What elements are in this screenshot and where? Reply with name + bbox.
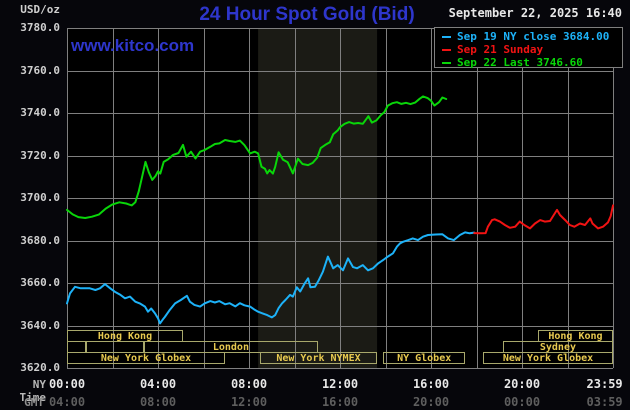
gmt-axis-label: GMT	[24, 396, 44, 409]
y-tick-label: 3760.0	[20, 63, 60, 77]
legend-item-sep-22: Sep 22 Last 3746.60	[442, 56, 622, 69]
x-tick-ny-label: 12:00	[321, 377, 359, 391]
legend-swatch-icon	[442, 62, 451, 64]
x-tick-gmt-label: 03:59	[586, 395, 623, 409]
x-tick-ny-label: 20:00	[503, 377, 541, 391]
y-tick-label: 3700.0	[20, 191, 60, 204]
legend-swatch-icon	[442, 49, 451, 51]
y-tick-label: 3740.0	[20, 106, 60, 119]
y-tick-label: 3620.0	[20, 361, 60, 374]
session-box-new-york-globex: New York Globex	[483, 352, 613, 364]
session-box-london: London	[143, 341, 318, 353]
x-tick-ny-label: 00:00	[48, 377, 86, 391]
x-tick-gmt-label: 04:00	[48, 395, 86, 409]
x-tick-gmt-label: 00:00	[503, 395, 541, 409]
legend-label: Sep 21 Sunday	[457, 43, 544, 56]
legend-item-sep-21: Sep 21 Sunday	[442, 43, 622, 56]
legend-swatch-icon	[442, 36, 451, 38]
x-tick-ny-label: 23:59	[586, 377, 623, 391]
x-tick-gmt-label: 20:00	[412, 395, 450, 409]
chart-legend: Sep 19 NY close 3684.00 Sep 21 Sunday Sep …	[434, 27, 623, 69]
x-tick-gmt-label: 16:00	[321, 395, 359, 409]
chart-title: 24 Hour Spot Gold (Bid)	[199, 4, 415, 25]
y-axis-unit-label: USD/oz	[20, 3, 60, 16]
y-tick-label: 3640.0	[20, 318, 60, 332]
legend-label: Sep 22 Last 3746.60	[457, 56, 583, 69]
x-tick-ny-label: 08:00	[230, 377, 268, 391]
y-tick-label: 3720.0	[20, 148, 60, 162]
series-line-sep-21	[473, 204, 614, 235]
session-box-new-york-nymex: New York NYMEX	[259, 352, 378, 364]
x-tick-ny-label: 16:00	[412, 377, 450, 391]
y-tick-label: 3660.0	[20, 276, 60, 289]
x-tick-ny-label: 04:00	[139, 377, 177, 391]
legend-label: Sep 19 NY close 3684.00	[457, 30, 610, 43]
x-tick-gmt-label: 12:00	[230, 395, 268, 409]
session-box-new-york-globex: New York Globex	[67, 352, 226, 364]
x-tick-gmt-label: 08:00	[139, 395, 177, 409]
series-line-sep-22	[66, 95, 448, 219]
y-tick-label: 3680.0	[20, 233, 60, 247]
kitco-watermark: www.kitco.com	[71, 36, 195, 55]
legend-item-sep-19: Sep 19 NY close 3684.00	[442, 30, 622, 43]
ny-time-axis-label: NY Time	[19, 378, 47, 404]
y-tick-label: 3780.0	[20, 21, 60, 34]
chart-datetime: September 22, 2025 16:40	[448, 6, 622, 20]
session-box-ny-globex: NY Globex	[383, 352, 466, 364]
series-line-sep-19	[66, 231, 476, 325]
